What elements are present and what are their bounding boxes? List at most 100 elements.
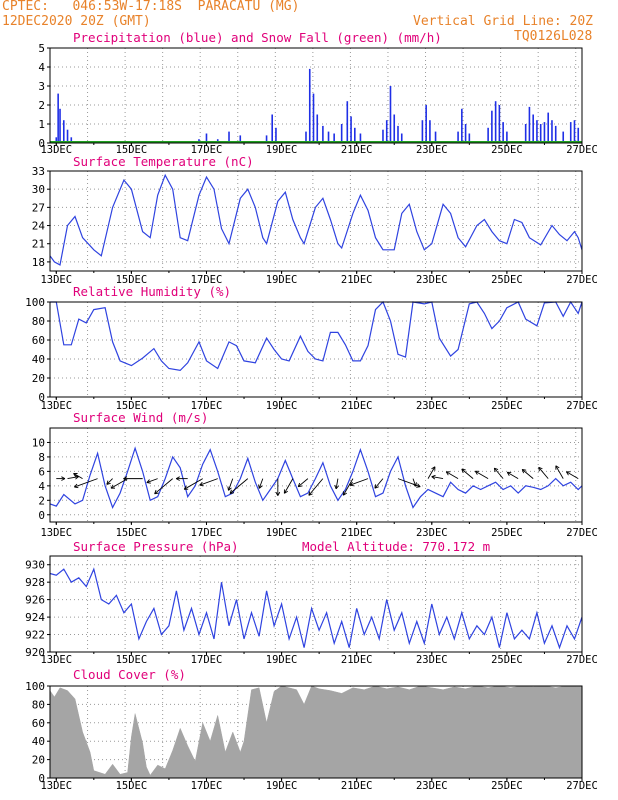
precip-bar bbox=[494, 101, 497, 143]
panel-frame bbox=[49, 685, 583, 779]
precip-bar bbox=[577, 127, 580, 143]
y-tick-label: 60 bbox=[32, 334, 45, 347]
x-tick-label: 15DEC bbox=[116, 527, 148, 539]
meteogram-header: CPTEC: 046:53W-17:18S PARACATU (MG) 12DE… bbox=[0, 0, 618, 48]
x-tick-label: 17DEC bbox=[191, 274, 223, 286]
y-tick-label: 0 bbox=[38, 509, 45, 522]
wind-arrow-shaft bbox=[335, 478, 339, 489]
wind-arrow-head bbox=[106, 480, 109, 485]
y-tick-label: 920 bbox=[25, 646, 45, 659]
panel-frame bbox=[49, 555, 583, 653]
precip-bar bbox=[55, 137, 58, 143]
y-tick-label: 4 bbox=[38, 61, 45, 74]
wind-arrow-shaft bbox=[67, 476, 79, 480]
precip-bar bbox=[397, 125, 399, 143]
x-tick-label: 21DEC bbox=[341, 654, 373, 666]
x-tick-label: 23DEC bbox=[416, 527, 448, 539]
precip-bar bbox=[354, 127, 356, 143]
panel-title: Surface Wind (m/s) bbox=[73, 410, 208, 425]
wind-arrow-head bbox=[123, 478, 128, 481]
wind-arrow-shaft bbox=[555, 465, 564, 479]
x-tick-label: 25DEC bbox=[491, 144, 523, 156]
wind-arrow-shaft bbox=[431, 476, 444, 480]
precip-bar bbox=[62, 120, 65, 143]
wind-arrow-head bbox=[275, 491, 279, 496]
x-tick-label: 25DEC bbox=[491, 400, 523, 412]
station-location-label: CPTEC: 046:53W-17:18S PARACATU (MG) bbox=[2, 0, 300, 14]
precip-bar bbox=[308, 68, 311, 143]
panel-area-5: 0 20 40 60 80 100 13DEC 15DEC 17DEC 19DEC 21DEC 23D… bbox=[25, 667, 598, 792]
wind-arrow-head bbox=[412, 483, 417, 487]
wind-arrow-head bbox=[74, 486, 79, 489]
wind-arrow-head bbox=[431, 474, 436, 478]
x-tick-label: 23DEC bbox=[416, 654, 448, 666]
wind-arrow-head bbox=[431, 476, 436, 480]
wind-arrow-shaft bbox=[507, 471, 519, 480]
precip-bar bbox=[425, 105, 427, 143]
wind-arrow-head bbox=[308, 493, 313, 496]
precip-bar bbox=[536, 120, 538, 143]
wind-arrow-head bbox=[110, 484, 114, 489]
wind-arrow-head bbox=[199, 481, 203, 486]
wind-arrow-head bbox=[297, 482, 301, 487]
wind-arrow-head bbox=[199, 484, 204, 487]
wind-arrow-head bbox=[154, 492, 159, 495]
x-tick-label: 23DEC bbox=[416, 144, 448, 156]
x-tick-label: 19DEC bbox=[266, 274, 298, 286]
panel-frame bbox=[49, 301, 583, 398]
wind-arrow-head bbox=[61, 476, 66, 480]
y-tick-label: 30 bbox=[32, 183, 45, 196]
panel-title: Precipitation (blue) and Snow Fall (gree… bbox=[73, 30, 442, 45]
y-tick-label: 2 bbox=[38, 99, 45, 112]
wind-arrow-head bbox=[154, 489, 157, 494]
y-tick-label: 18 bbox=[32, 256, 45, 269]
wind-arrow-shaft bbox=[475, 470, 489, 480]
wind-arrow-shaft bbox=[538, 466, 549, 479]
precip-bar bbox=[498, 105, 501, 143]
wind-arrow-head bbox=[334, 484, 337, 490]
x-tick-label: 27DEC bbox=[566, 780, 598, 792]
y-tick-label: 3 bbox=[38, 80, 45, 93]
wind-arrow-head bbox=[416, 486, 421, 488]
y-tick-label: 40 bbox=[32, 735, 45, 748]
run-datetime-label: 12DEC2020 20Z (GMT) bbox=[2, 14, 151, 29]
x-tick-label: 19DEC bbox=[266, 654, 298, 666]
x-tick-label: 13DEC bbox=[40, 144, 72, 156]
wind-arrow-shaft bbox=[74, 478, 98, 488]
wind-arrow-shaft bbox=[154, 478, 173, 495]
wind-arrow-shaft bbox=[308, 478, 324, 496]
y-tick-label: 100 bbox=[25, 680, 45, 693]
wind-arrow-head bbox=[74, 483, 78, 488]
wind-arrow-head bbox=[493, 468, 496, 473]
wind-arrow-head bbox=[521, 469, 525, 474]
precip-bar bbox=[70, 137, 73, 143]
x-tick-label: 15DEC bbox=[116, 274, 148, 286]
x-tick-label: 25DEC bbox=[491, 654, 523, 666]
wind-arrow-shaft bbox=[228, 478, 234, 491]
wind-arrow-head bbox=[343, 492, 347, 496]
precip-bar bbox=[573, 120, 576, 143]
wind-arrow-head bbox=[374, 486, 379, 489]
x-tick-label: 27DEC bbox=[566, 144, 598, 156]
x-tick-label: 21DEC bbox=[341, 274, 373, 286]
panel-line-3: 0 24 68 10 13DEC 15DEC 17DEC 19DEC 21DEC 23DEC 25D… bbox=[32, 410, 598, 539]
y-tick-label: 930 bbox=[25, 559, 45, 572]
wind-arrow-head bbox=[335, 485, 339, 490]
wind-arrow-shaft bbox=[521, 469, 534, 479]
wind-arrow-head bbox=[461, 468, 466, 471]
wind-arrow-shaft bbox=[106, 478, 113, 485]
y-tick-label: 922 bbox=[25, 629, 45, 642]
panel-frame bbox=[49, 170, 583, 272]
x-tick-label: 15DEC bbox=[116, 780, 148, 792]
y-tick-label: 4 bbox=[38, 480, 45, 493]
panel-title: Cloud Cover (%) bbox=[73, 667, 186, 682]
precip-bar bbox=[464, 124, 467, 143]
panel-bar-0: 0 1 2 3 4 5 13DEC 15DEC 17DEC 19DEC 21DEC 23DEC 25DE… bbox=[38, 30, 597, 156]
wind-arrow-head bbox=[284, 490, 288, 494]
x-tick-label: 17DEC bbox=[191, 527, 223, 539]
wind-arrow-shaft bbox=[412, 478, 417, 487]
x-tick-label: 19DEC bbox=[266, 400, 298, 412]
series-line bbox=[49, 173, 583, 266]
y-tick-label: 20 bbox=[32, 754, 45, 767]
